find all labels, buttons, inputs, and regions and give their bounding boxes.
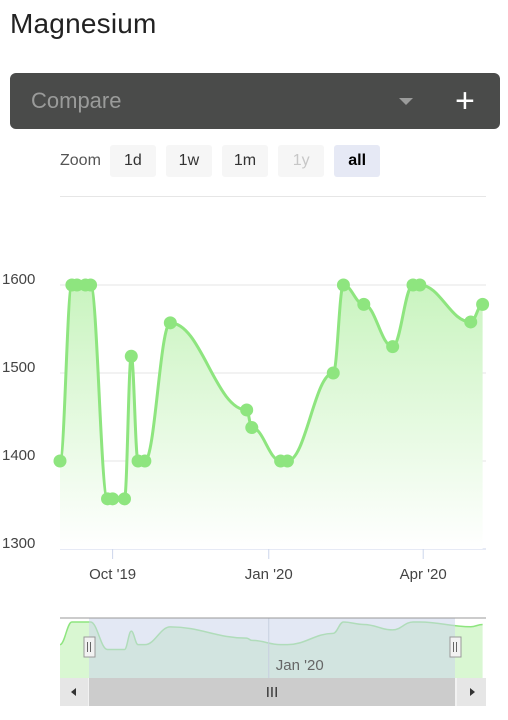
data-point[interactable] [84,278,98,292]
arrow-left-icon[interactable] [71,688,76,696]
zoom-selector: Zoom 1d 1w 1m 1y all [60,145,390,177]
plus-icon[interactable]: + [455,82,475,120]
data-point[interactable] [326,366,340,380]
navigator-selection[interactable] [89,618,455,678]
data-point[interactable] [124,349,138,363]
data-point[interactable] [138,454,152,468]
data-point[interactable] [336,278,350,292]
zoom-all-button[interactable]: all [334,145,381,177]
compare-placeholder: Compare [31,88,122,113]
point-layer [53,278,490,506]
y-tick-label: 1300 [2,535,35,552]
axis-layer: 1300 1400 1500 1600 Oct '19 Jan '20 Apr '20 [2,271,447,583]
data-point[interactable] [245,421,259,435]
series-area [60,285,483,549]
zoom-all-label: all [348,152,367,169]
zoom-1m-button[interactable]: 1m [221,145,269,177]
data-point[interactable] [476,297,490,311]
y-tick-label: 1500 [2,359,35,376]
zoom-label: Zoom [60,152,101,169]
x-tick-label: Jan '20 [245,566,293,583]
y-tick-label: 1600 [2,271,35,288]
data-point[interactable] [464,315,478,329]
navigator-handle-right[interactable] [449,636,462,658]
scrollbar-grip: III [266,684,279,701]
chevron-down-icon[interactable] [399,98,413,105]
zoom-divider [60,196,486,197]
zoom-1w-button[interactable]: 1w [165,145,212,177]
y-tick-label: 1400 [2,447,35,464]
data-point[interactable] [357,297,371,311]
zoom-1m-label: 1m [233,152,257,169]
compare-dropdown[interactable]: Compare + [10,73,500,129]
navigator[interactable]: Jan '20 [59,617,486,678]
handle-body[interactable] [449,636,462,658]
data-point[interactable] [413,278,427,292]
data-point[interactable] [386,340,400,354]
page-title: Magnesium [10,8,157,39]
zoom-1w-label: 1w [178,152,200,169]
zoom-1y-button: 1y [278,145,325,177]
arrow-right-icon[interactable] [470,688,475,696]
zoom-1y-label: 1y [292,152,310,169]
data-point[interactable] [117,492,131,506]
scrollbar[interactable]: III [60,678,486,706]
scrollbar-thumb[interactable] [89,678,455,706]
data-point[interactable] [106,492,120,506]
navigator-label: Jan '20 [276,657,324,674]
area-layer [60,285,483,549]
handle-body[interactable] [83,636,96,658]
data-point[interactable] [240,403,254,417]
zoom-1d-button[interactable]: 1d [109,145,156,177]
x-tick-label: Apr '20 [400,566,447,583]
data-point[interactable] [53,454,67,468]
data-point[interactable] [280,454,294,468]
zoom-1d-label: 1d [124,152,142,169]
data-point[interactable] [163,316,177,330]
navigator-handle-left[interactable] [83,636,96,658]
x-tick-label: Oct '19 [89,566,136,583]
